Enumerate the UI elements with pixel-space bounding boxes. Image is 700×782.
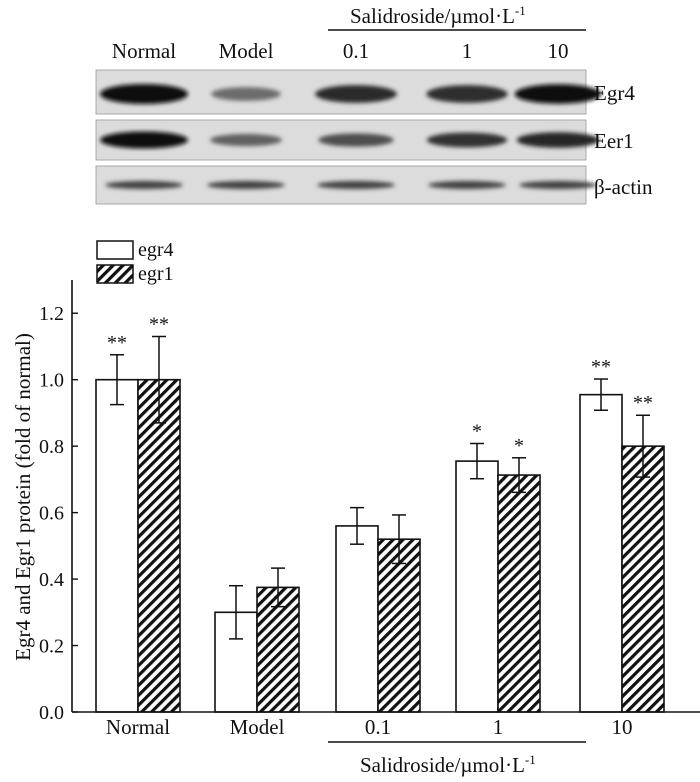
bar-chart: 0.0 0.2 0.4 0.6 0.8 1.0 1.2 Egr4 and Egr1 prot… <box>11 239 700 777</box>
bar-egr1 <box>137 378 181 713</box>
y-tick-label: 0.4 <box>39 569 64 591</box>
y-tick-label: 0.0 <box>39 702 64 724</box>
y-axis-label: Egr4 and Egr1 protein (fold of normal) <box>11 333 35 661</box>
blot-row-label-actin: β-actin <box>594 175 653 199</box>
blot-band <box>318 133 394 147</box>
y-tick-label: 0.2 <box>39 636 64 658</box>
x-axis: Normal Model 0.1 1 10 <box>72 707 700 739</box>
significance-marker: * <box>514 435 524 457</box>
significance-marker: ** <box>107 332 127 354</box>
blot-band <box>428 180 506 190</box>
blot-band <box>514 84 602 104</box>
y-tick-label: 1.0 <box>39 370 64 392</box>
x-tick-label: 1 <box>493 715 504 739</box>
blot-strip-actin: β-actin <box>95 165 653 205</box>
blot-treatment-label: Salidroside/µmol·L-1 <box>350 3 526 28</box>
legend-swatch-egr1 <box>96 264 134 284</box>
blot-band <box>210 133 282 147</box>
blot-band <box>211 87 281 101</box>
blot-lane-label: 10 <box>548 39 569 63</box>
blot-band <box>426 132 508 148</box>
bar-egr4 <box>579 393 623 713</box>
legend: egr4 egr1 <box>96 239 174 285</box>
bar-egr1 <box>377 538 421 713</box>
blot-row-label-egr1: Eer1 <box>594 129 634 153</box>
bar-egr1 <box>621 445 665 713</box>
x-tick-label: Model <box>230 715 285 739</box>
x-tick-label: Normal <box>106 715 170 739</box>
legend-swatch-egr4 <box>96 240 134 260</box>
bar-egr1 <box>256 586 300 713</box>
blot-band <box>426 85 508 103</box>
blot-lane-label: Model <box>219 39 274 63</box>
y-tick-label: 0.6 <box>39 503 64 525</box>
significance-marker: ** <box>591 356 611 378</box>
blot-band <box>100 131 188 149</box>
blot-band <box>207 180 285 190</box>
blot-band <box>317 180 395 190</box>
blot-band <box>100 84 188 104</box>
significance-marker: ** <box>149 313 169 335</box>
blot-band <box>105 180 183 190</box>
bar-egr1 <box>497 474 541 713</box>
y-tick-label: 1.2 <box>39 303 64 325</box>
blot-band <box>315 85 397 103</box>
blot-strip-egr4: Egr4 <box>95 69 635 115</box>
x-axis-label: Salidroside/µmol·L-1 <box>360 752 536 777</box>
y-tick-label: 0.8 <box>39 436 64 458</box>
blot-lane-label: Normal <box>112 39 176 63</box>
blot-lane-label: 0.1 <box>343 39 369 63</box>
x-tick-label: 10 <box>612 715 633 739</box>
significance-marker: * <box>472 420 482 442</box>
bar-egr4 <box>455 460 499 713</box>
legend-label-egr4: egr4 <box>138 239 174 261</box>
blot-strip-egr1: Eer1 <box>95 119 634 161</box>
blot-band <box>519 180 597 190</box>
x-tick-label: 0.1 <box>365 715 391 739</box>
bar-egr4 <box>95 378 139 713</box>
y-axis: 0.0 0.2 0.4 0.6 0.8 1.0 1.2 <box>39 280 78 724</box>
bar-egr4 <box>335 525 379 713</box>
blot-row-label-egr4: Egr4 <box>594 81 635 105</box>
bars: ********** <box>95 313 665 713</box>
legend-label-egr1: egr1 <box>138 263 174 285</box>
significance-marker: ** <box>633 392 653 414</box>
western-blot: Salidroside/µmol·L-1 Normal Model 0.1 1 10 E… <box>95 3 653 205</box>
blot-lane-label: 1 <box>462 39 473 63</box>
blot-band <box>516 132 600 148</box>
